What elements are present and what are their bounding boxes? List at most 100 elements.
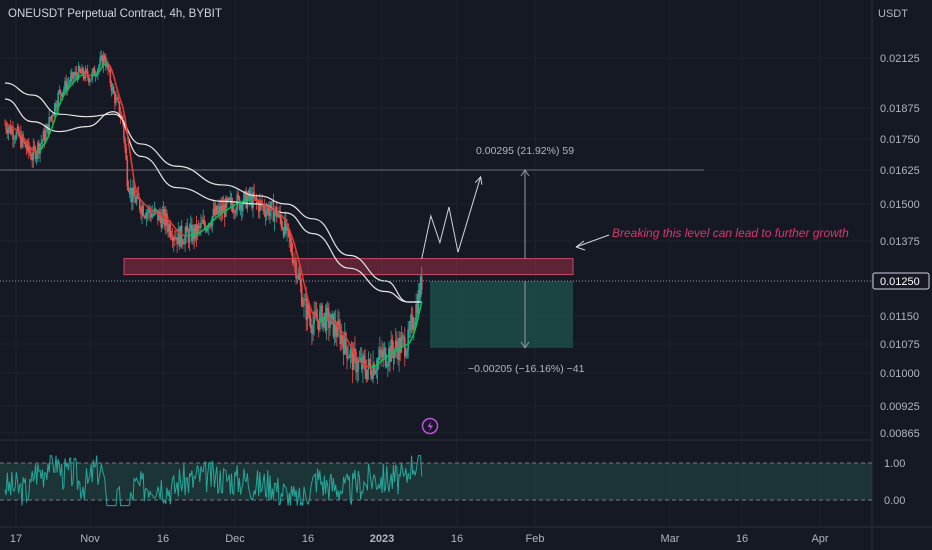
candle-body [307, 304, 310, 316]
price-axis[interactable]: 0.02125 0.01875 0.01750 0.01625 0.01500 0.013… [880, 53, 920, 440]
grid [0, 0, 872, 527]
candle-body [270, 201, 272, 211]
fast-ma-segment [267, 205, 270, 208]
candle-body [32, 146, 35, 161]
candle-body [125, 147, 127, 160]
fast-ma-segment [10, 125, 13, 128]
fast-ma-segment [393, 351, 396, 354]
price-tick-label: 0.00865 [880, 428, 920, 440]
fast-ma-segment [45, 138, 48, 142]
candle-body [386, 363, 389, 367]
candle-body [107, 62, 109, 71]
projection-path[interactable] [421, 176, 482, 259]
candle-body [372, 363, 374, 379]
candle-body [94, 75, 97, 77]
candle-body [203, 219, 206, 226]
candle-body [409, 320, 412, 331]
fast-ma-segment [207, 224, 210, 227]
time-axis[interactable]: 17 Nov 16 Dec 16 2023 16 Feb Mar 16 Apr [10, 533, 829, 545]
candle-body [59, 89, 62, 94]
candle-body [414, 321, 416, 327]
candle-body [213, 208, 216, 216]
lightning-icon[interactable] [421, 417, 439, 435]
fast-ma-segment [408, 340, 412, 344]
candle-body [134, 196, 137, 203]
fast-ma-segment [415, 321, 419, 327]
candle-body [54, 103, 56, 115]
candle-body [47, 124, 49, 134]
candle-body [282, 229, 285, 237]
fast-ma-segment [96, 72, 99, 75]
time-tick-label: 16 [302, 533, 314, 545]
fast-ma-segment [166, 218, 169, 221]
fast-ma-segment [339, 328, 342, 332]
fast-ma-segment [159, 214, 162, 217]
fast-ma-segment [19, 132, 22, 136]
candle-body [418, 290, 421, 298]
candle-body [319, 311, 321, 330]
fast-ma-segment [16, 130, 20, 133]
fast-ma-segment [304, 287, 308, 293]
fast-ma-segment [66, 87, 70, 91]
fast-ma-segment [173, 225, 176, 229]
fast-ma-segment [46, 136, 49, 140]
candle-body [240, 203, 243, 211]
fast-ma-segment [49, 128, 53, 133]
oscillator-tick-label: 1.00 [884, 458, 905, 470]
fast-ma-segment [285, 221, 288, 225]
candle-body [399, 338, 402, 353]
fast-ma-segment [32, 150, 35, 153]
fast-ma-segment [345, 337, 348, 340]
candle-body [286, 224, 288, 232]
candle-body [118, 101, 121, 115]
candle-body [308, 315, 311, 319]
candle-body [321, 305, 323, 328]
resistance-zone[interactable] [123, 258, 574, 276]
candle-body [333, 320, 336, 337]
fast-ma-segment [148, 207, 151, 210]
candle-body [345, 332, 347, 347]
time-tick-label: Mar [661, 533, 680, 545]
candle-body [305, 298, 308, 320]
fast-ma-segment [147, 206, 150, 209]
target-zone[interactable] [430, 281, 573, 348]
candle-body [312, 324, 314, 334]
candle-body [195, 224, 198, 237]
candle-body [144, 216, 147, 218]
price-tick-label: 0.01875 [880, 103, 920, 115]
fast-ma-segment [387, 354, 390, 357]
candle-body [413, 326, 415, 330]
candle-body [245, 190, 248, 209]
fast-ma-segment [405, 343, 408, 346]
fast-ma-segment [346, 338, 349, 342]
candle-body [115, 97, 117, 104]
candle-body [103, 55, 106, 61]
candle-body [165, 213, 167, 226]
candle-body [243, 193, 245, 204]
candle-body [128, 191, 131, 195]
candle-body [405, 355, 407, 357]
candle-body [71, 72, 73, 77]
candle-body [120, 115, 123, 117]
fast-ma-segment [47, 134, 50, 138]
fast-ma-segment [385, 356, 388, 359]
fast-ma-segment [54, 115, 57, 120]
candle-body [249, 194, 252, 199]
fast-ma-segment [315, 317, 319, 321]
fast-ma-segment [177, 231, 180, 234]
fast-ma-segment [141, 200, 144, 204]
fast-ma-segment [209, 221, 212, 225]
fast-ma-segment [308, 304, 312, 309]
candle-body [408, 329, 411, 331]
fast-ma-segment [13, 127, 16, 130]
candle-body [178, 228, 181, 247]
candle-body [269, 210, 271, 217]
fast-ma-segment [125, 125, 129, 134]
price-tick-label: 0.01750 [880, 134, 920, 146]
candle-body [349, 349, 352, 358]
fast-ma-segment [59, 99, 63, 103]
candle-body [336, 332, 338, 337]
candle-body [400, 337, 403, 353]
fast-ma-segment [137, 196, 141, 199]
